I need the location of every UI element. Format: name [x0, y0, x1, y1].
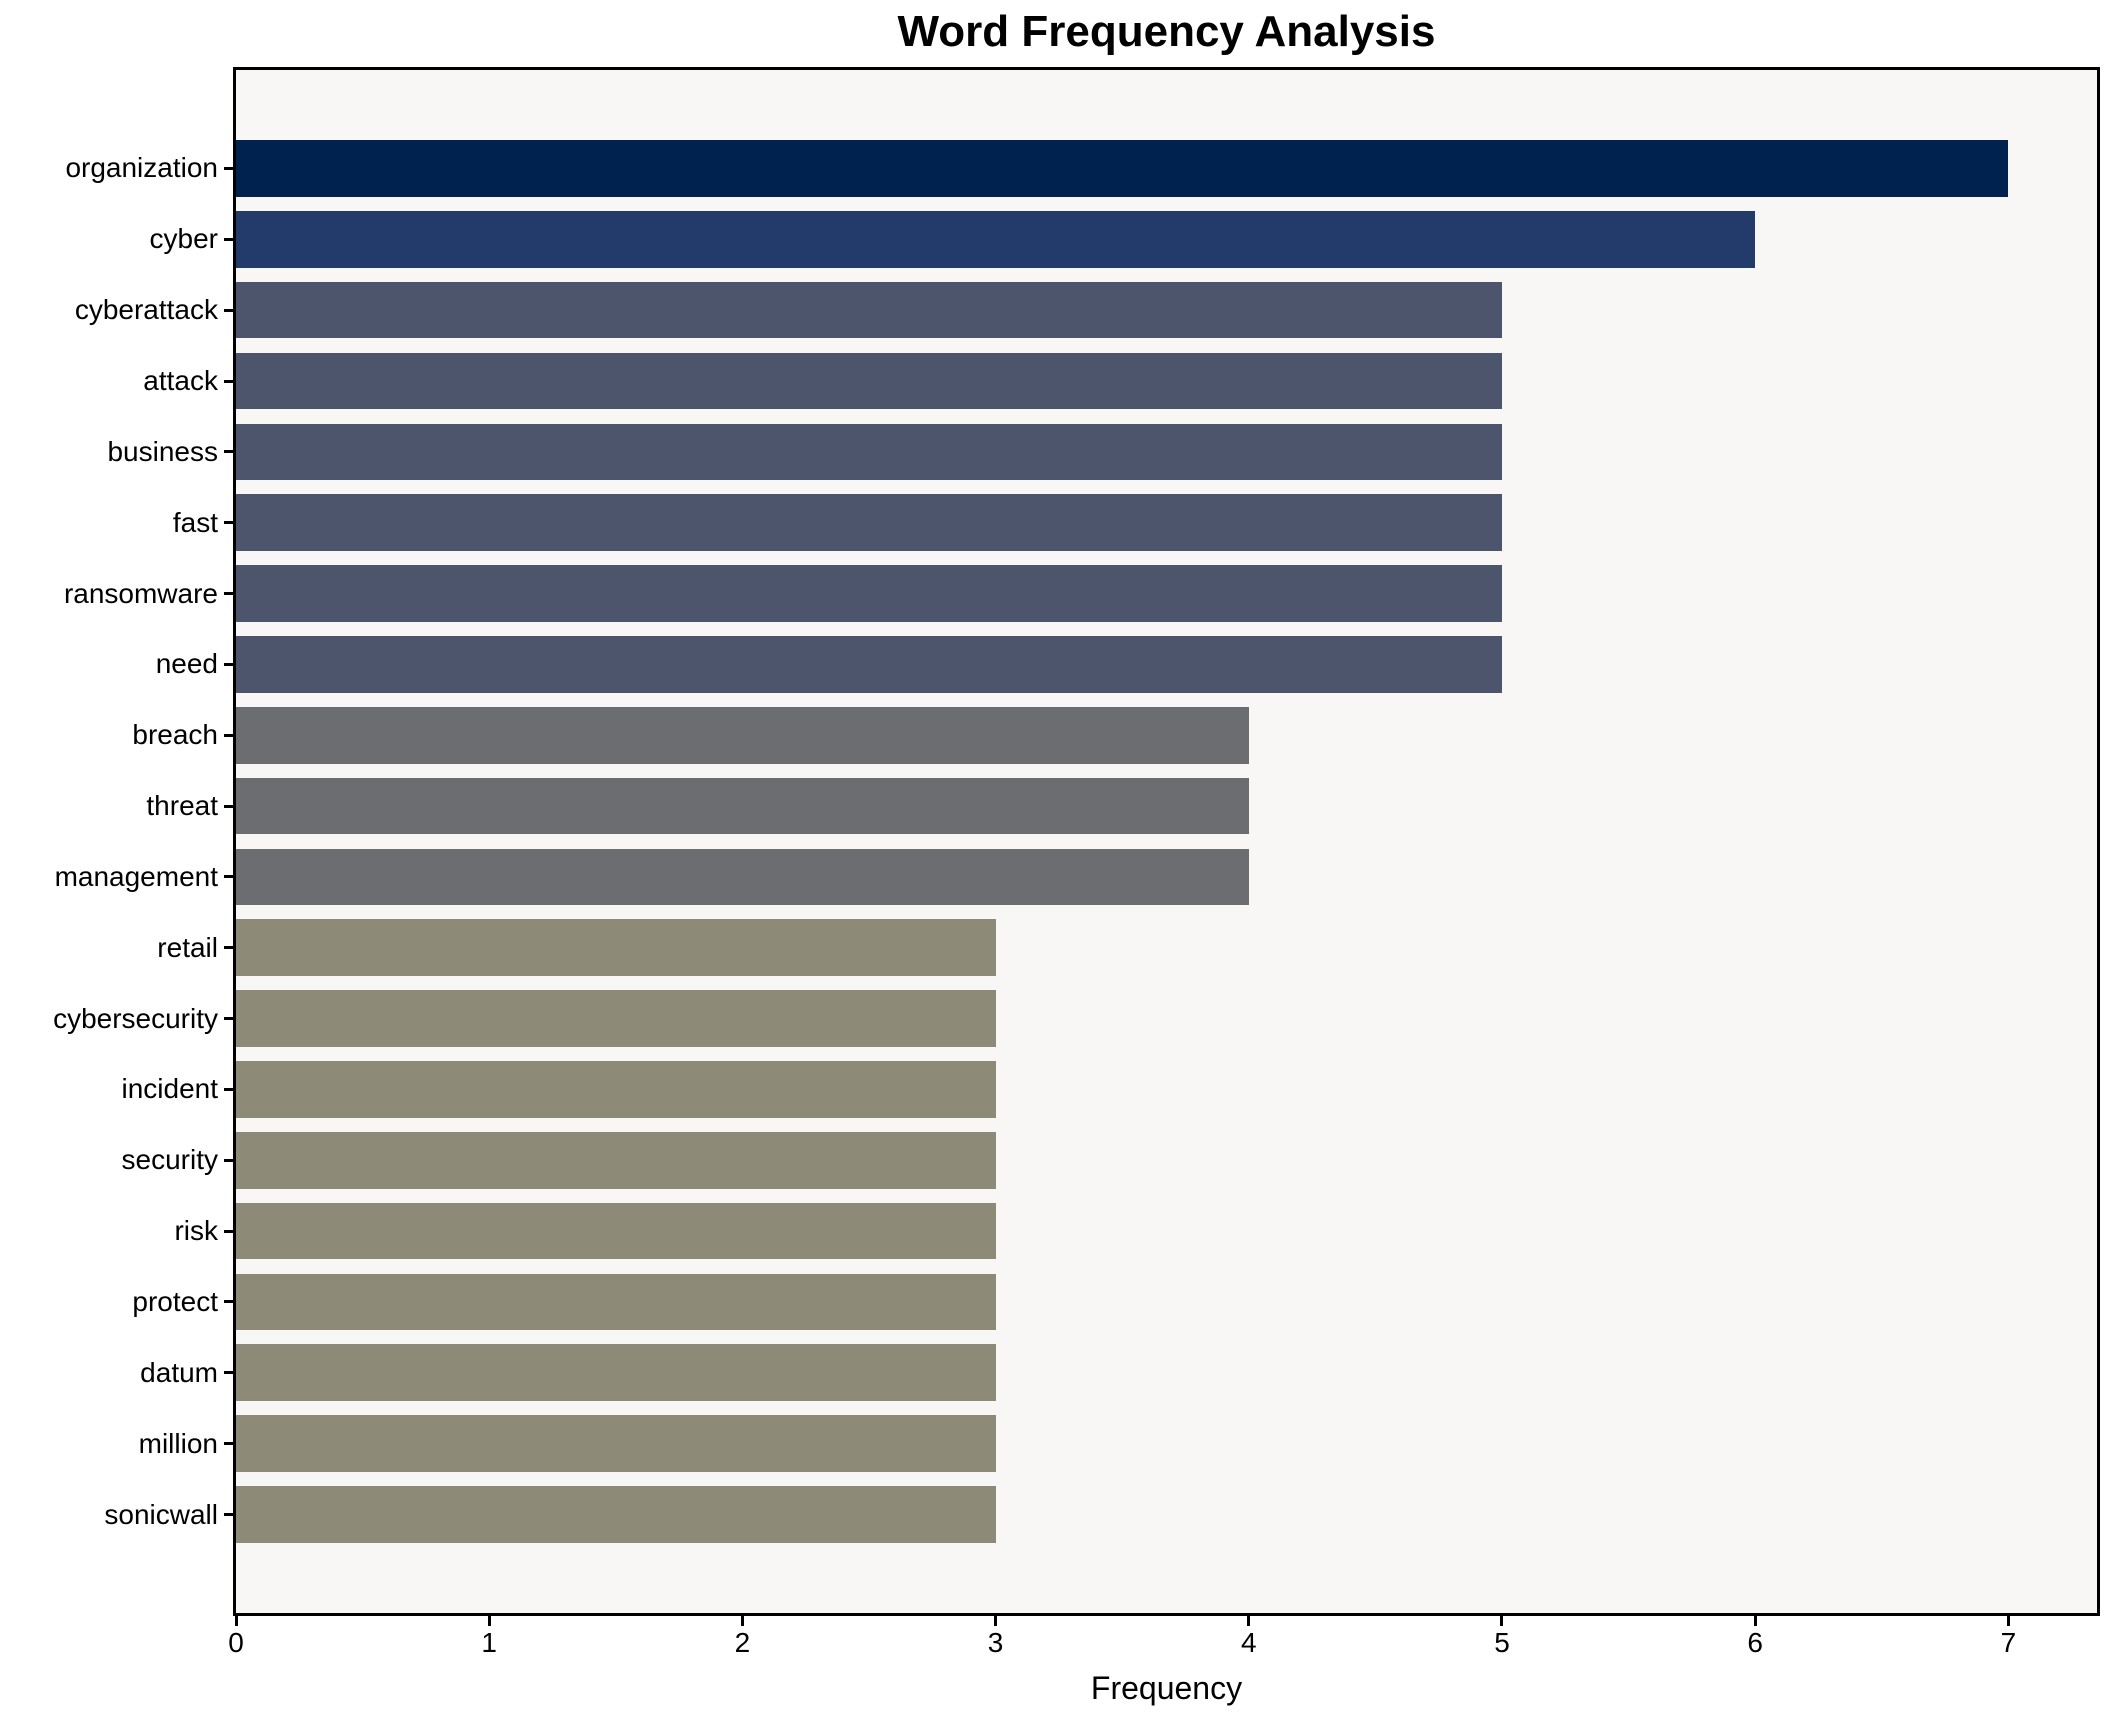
x-tick-label: 6 [1747, 1627, 1763, 1658]
y-tick-mark [224, 1442, 233, 1446]
x-tick-mark [2006, 1616, 2010, 1626]
y-tick-mark [224, 804, 233, 808]
y-tick-mark [224, 237, 233, 241]
bar-security [236, 1131, 996, 1189]
x-tick-mark [740, 1616, 744, 1626]
y-tick-label: organization [65, 152, 218, 184]
x-tick-label: 5 [1494, 1627, 1510, 1658]
x-tick-label: 0 [228, 1627, 244, 1658]
y-tick-label: threat [146, 790, 218, 822]
y-tick-label: need [155, 648, 218, 680]
x-tick-mark [994, 1616, 998, 1626]
y-tick-label: datum [140, 1356, 218, 1388]
bar-protect [236, 1273, 996, 1331]
bar-risk [236, 1202, 996, 1260]
y-tick-label: cyberattack [74, 294, 218, 326]
bar-need [236, 636, 1502, 693]
bar-ransomware [236, 565, 1502, 622]
bar-cybersecurity [236, 990, 996, 1047]
y-tick-mark [224, 379, 233, 383]
y-tick-mark [224, 1371, 233, 1375]
y-tick-label: incident [121, 1073, 218, 1105]
y-tick-mark [224, 1229, 233, 1233]
x-tick-mark [487, 1616, 491, 1626]
y-tick-mark [224, 875, 233, 879]
y-tick-label: cyber [149, 223, 218, 255]
y-tick-mark [224, 733, 233, 737]
x-tick-mark [1247, 1616, 1251, 1626]
bar-business [236, 423, 1502, 481]
x-tick-label: 1 [481, 1627, 497, 1658]
chart-title: Word Frequency Analysis [897, 7, 1436, 56]
x-axis-title: Frequency [1090, 1670, 1243, 1706]
y-tick-label: protect [132, 1285, 218, 1317]
y-tick-mark [224, 166, 233, 170]
y-tick-mark [224, 308, 233, 312]
x-tick-mark [1753, 1616, 1757, 1626]
y-tick-mark [224, 1300, 233, 1304]
y-tick-label: business [107, 435, 218, 467]
x-tick-label: 2 [734, 1627, 751, 1658]
y-tick-label: fast [172, 506, 218, 538]
bar-organization [236, 140, 2009, 197]
x-tick-mark [1500, 1616, 1504, 1626]
y-tick-label: sonicwall [104, 1498, 218, 1530]
y-tick-label: ransomware [63, 577, 218, 609]
x-tick-label: 4 [1240, 1627, 1257, 1658]
y-tick-mark [224, 1158, 233, 1162]
y-tick-label: breach [132, 719, 218, 751]
x-tick-label: 7 [2000, 1627, 2017, 1658]
y-tick-label: retail [157, 931, 218, 963]
x-tick-mark [234, 1616, 238, 1626]
bar-cyber [236, 210, 1756, 268]
y-tick-label: risk [174, 1215, 218, 1247]
bar-fast [236, 494, 1502, 552]
y-tick-mark [224, 521, 233, 525]
y-tick-mark [224, 450, 233, 454]
bar-datum [236, 1344, 996, 1402]
y-tick-label: cybersecurity [53, 1002, 218, 1034]
bar-breach [236, 706, 1249, 764]
y-tick-label: million [138, 1427, 218, 1459]
y-tick-mark [224, 1087, 233, 1091]
y-tick-label: attack [143, 365, 218, 396]
y-tick-mark [224, 592, 233, 596]
bar-attack [236, 352, 1502, 410]
plot-area [233, 67, 2100, 1616]
y-tick-mark [224, 946, 233, 950]
y-tick-mark [224, 1513, 233, 1517]
y-tick-mark [224, 1017, 233, 1021]
bar-retail [236, 919, 996, 977]
bar-incident [236, 1061, 996, 1118]
y-tick-label: security [121, 1144, 218, 1176]
bar-cyberattack [236, 281, 1502, 339]
y-tick-mark [224, 662, 233, 666]
x-tick-label: 3 [987, 1627, 1004, 1658]
y-tick-label: management [54, 860, 218, 892]
bar-management [236, 848, 1249, 906]
bar-million [236, 1415, 996, 1472]
bar-sonicwall [236, 1486, 996, 1543]
bar-threat [236, 777, 1249, 835]
